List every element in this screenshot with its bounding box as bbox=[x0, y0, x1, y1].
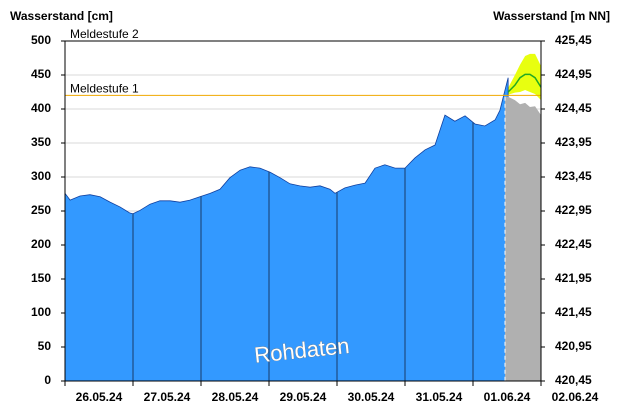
y2-tick-label: 422,95 bbox=[555, 203, 592, 217]
x-tick-label: 01.06.24 bbox=[484, 390, 531, 404]
y-tick-label: 350 bbox=[31, 135, 51, 149]
y-axis-label: Wasserstand [cm] bbox=[10, 9, 113, 23]
plot-border bbox=[64, 40, 542, 382]
threshold-label: Meldestufe 2 bbox=[70, 27, 139, 41]
y2-tick-label: 421,95 bbox=[555, 271, 592, 285]
y2-tick-label: 422,45 bbox=[555, 237, 592, 251]
x-tick-label: 02.06.24 bbox=[552, 390, 599, 404]
x-tick-label: 28.05.24 bbox=[212, 390, 259, 404]
forecast-band bbox=[508, 53, 541, 101]
y2-tick-label: 420,45 bbox=[555, 373, 592, 387]
y2-tick-label: 423,45 bbox=[555, 169, 592, 183]
y-tick-label: 450 bbox=[31, 67, 51, 81]
x-tick-label: 30.05.24 bbox=[348, 390, 395, 404]
y2-tick-label: 425,45 bbox=[555, 33, 592, 47]
y-tick-label: 100 bbox=[31, 305, 51, 319]
y-tick-label: 300 bbox=[31, 169, 51, 183]
x-tick-label: 29.05.24 bbox=[280, 390, 327, 404]
y-tick-label: 500 bbox=[31, 33, 51, 47]
y2-tick-label: 424,45 bbox=[555, 101, 592, 115]
x-tick-label: 31.05.24 bbox=[416, 390, 463, 404]
area bbox=[64, 77, 509, 382]
y2-tick-label: 424,95 bbox=[555, 67, 592, 81]
y-tick-label: 400 bbox=[31, 101, 51, 115]
y-tick-label: 150 bbox=[31, 271, 51, 285]
y2-tick-label: 423,95 bbox=[555, 135, 592, 149]
x-tick-label: 26.05.24 bbox=[76, 390, 123, 404]
line bbox=[507, 73, 542, 93]
threshold-label: Meldestufe 1 bbox=[70, 82, 139, 96]
x-tick-label: 27.05.24 bbox=[144, 390, 191, 404]
y-tick-label: 50 bbox=[38, 339, 52, 353]
y-tick-label: 250 bbox=[31, 203, 51, 217]
y-tick-label: 0 bbox=[44, 373, 51, 387]
y2-tick-label: 421,45 bbox=[555, 305, 592, 319]
y-tick-label: 200 bbox=[31, 237, 51, 251]
y2-axis-label: Wasserstand [m NN] bbox=[493, 9, 610, 23]
y2-tick-label: 420,95 bbox=[555, 339, 592, 353]
area bbox=[505, 96, 541, 381]
